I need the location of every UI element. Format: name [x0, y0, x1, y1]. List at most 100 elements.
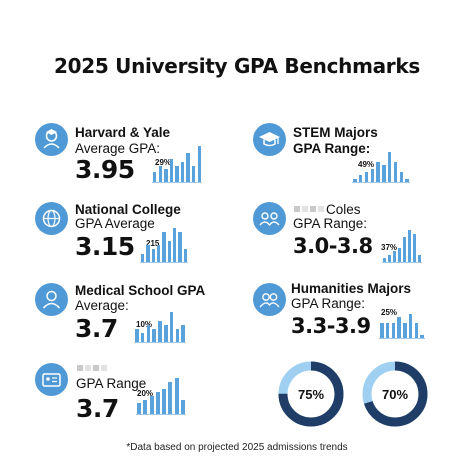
card-line1: Harvard & Yale — [75, 125, 171, 140]
card-line1: Coles — [326, 202, 361, 217]
chart-bar — [393, 162, 398, 182]
chart-bar — [180, 162, 185, 182]
card-line1: Humanities Majors — [291, 281, 412, 296]
chart-bar — [162, 388, 167, 414]
chart-bar — [175, 329, 180, 342]
chart-bar — [163, 324, 168, 342]
chart-bar — [178, 232, 182, 262]
mini-chart-0 — [152, 146, 202, 183]
card-line2: Average GPA: — [75, 141, 161, 156]
chart-baseline — [140, 262, 188, 263]
chart-bar — [164, 168, 168, 182]
card-value: 3.7 — [75, 314, 118, 343]
chart-bar — [397, 247, 402, 262]
redacted-text — [294, 206, 324, 212]
chart-bar — [380, 323, 384, 338]
chart-baseline — [134, 342, 186, 343]
chart-bar — [149, 396, 154, 414]
chart-label: 20% — [137, 389, 154, 398]
donut-label: 75% — [297, 387, 325, 402]
chart-bar — [155, 392, 160, 414]
card-line2: GPA Range: — [293, 216, 368, 231]
chart-bar — [420, 335, 424, 338]
chart-label: 215 — [146, 239, 160, 248]
chart-bar — [146, 245, 150, 262]
chart-bar — [382, 258, 387, 262]
card-line2: GPA Average — [75, 216, 155, 231]
chart-bar — [135, 329, 139, 342]
chart-bar — [183, 249, 187, 262]
mini-chart-6 — [136, 378, 186, 415]
chart-bar — [158, 165, 163, 182]
chart-bar — [387, 152, 392, 182]
redacted-text — [77, 365, 107, 371]
chart-bar — [364, 172, 369, 182]
page-title: 2025 University GPA Benchmarks — [54, 54, 420, 78]
chart-bar — [414, 323, 419, 338]
donut-chart-70 — [362, 361, 428, 427]
donut-chart-75 — [278, 361, 344, 427]
donut-label: 70% — [381, 387, 409, 402]
chart-bar — [181, 324, 185, 342]
chart-bar — [173, 228, 177, 262]
chart-bar — [385, 323, 390, 338]
chart-bar — [180, 399, 185, 414]
graduation-cap-icon — [253, 123, 286, 156]
chart-bar — [169, 312, 174, 342]
globe-graduate-icon — [35, 202, 68, 235]
chart-label: 29% — [155, 158, 172, 167]
chart-baseline — [352, 182, 410, 183]
chart-bar — [174, 378, 179, 414]
footnote: *Data based on projected 2025 admissions… — [126, 442, 348, 453]
chart-bar — [376, 162, 380, 182]
chart-label: 37% — [381, 243, 398, 252]
chart-bar — [417, 254, 422, 262]
chart-bar — [146, 324, 151, 342]
chart-bar — [407, 230, 412, 262]
donut-slice — [278, 361, 344, 427]
chart-bar — [408, 314, 413, 338]
chart-bar — [399, 172, 404, 182]
chart-bar — [158, 320, 162, 342]
chart-bar — [152, 329, 156, 342]
chart-bar — [370, 168, 375, 182]
card-line1: National College — [75, 202, 181, 217]
chart-bar — [157, 245, 161, 262]
mini-chart-1 — [352, 152, 410, 183]
people-icon — [253, 283, 286, 316]
chart-label: 10% — [136, 320, 153, 329]
card-line2: Average: — [75, 298, 129, 313]
chart-bar — [168, 381, 173, 414]
donut-slice — [362, 361, 428, 427]
graduate-icon — [35, 123, 68, 156]
chart-bar — [405, 178, 409, 182]
person-icon — [35, 283, 68, 316]
chart-bar — [397, 317, 401, 338]
card-value: 3.15 — [75, 232, 135, 261]
mini-chart-4 — [134, 312, 186, 343]
chart-bar — [402, 237, 407, 262]
chart-bar — [153, 172, 157, 182]
id-card-icon — [35, 363, 68, 396]
chart-bar — [387, 254, 392, 262]
card-value: 3.7 — [76, 394, 119, 423]
chart-bar — [151, 249, 155, 262]
card-line2: GPA Range — [76, 376, 147, 391]
chart-bar — [403, 323, 407, 338]
chart-label: 49% — [358, 160, 375, 169]
card-line2: GPA Range: — [291, 296, 366, 311]
chart-baseline — [382, 262, 422, 263]
chart-bar — [167, 240, 171, 262]
group-icon — [253, 202, 286, 235]
card-line1: STEM Majors — [293, 125, 378, 140]
chart-bar — [412, 233, 417, 262]
chart-bar — [353, 178, 357, 182]
mini-chart-5 — [379, 314, 425, 339]
mini-chart-2 — [140, 228, 188, 263]
card-line2: GPA Range: — [293, 141, 371, 156]
card-value: 3.95 — [75, 155, 135, 184]
chart-bar — [197, 146, 201, 182]
chart-bar — [169, 159, 174, 182]
chart-baseline — [379, 338, 425, 339]
chart-bar — [141, 253, 145, 262]
